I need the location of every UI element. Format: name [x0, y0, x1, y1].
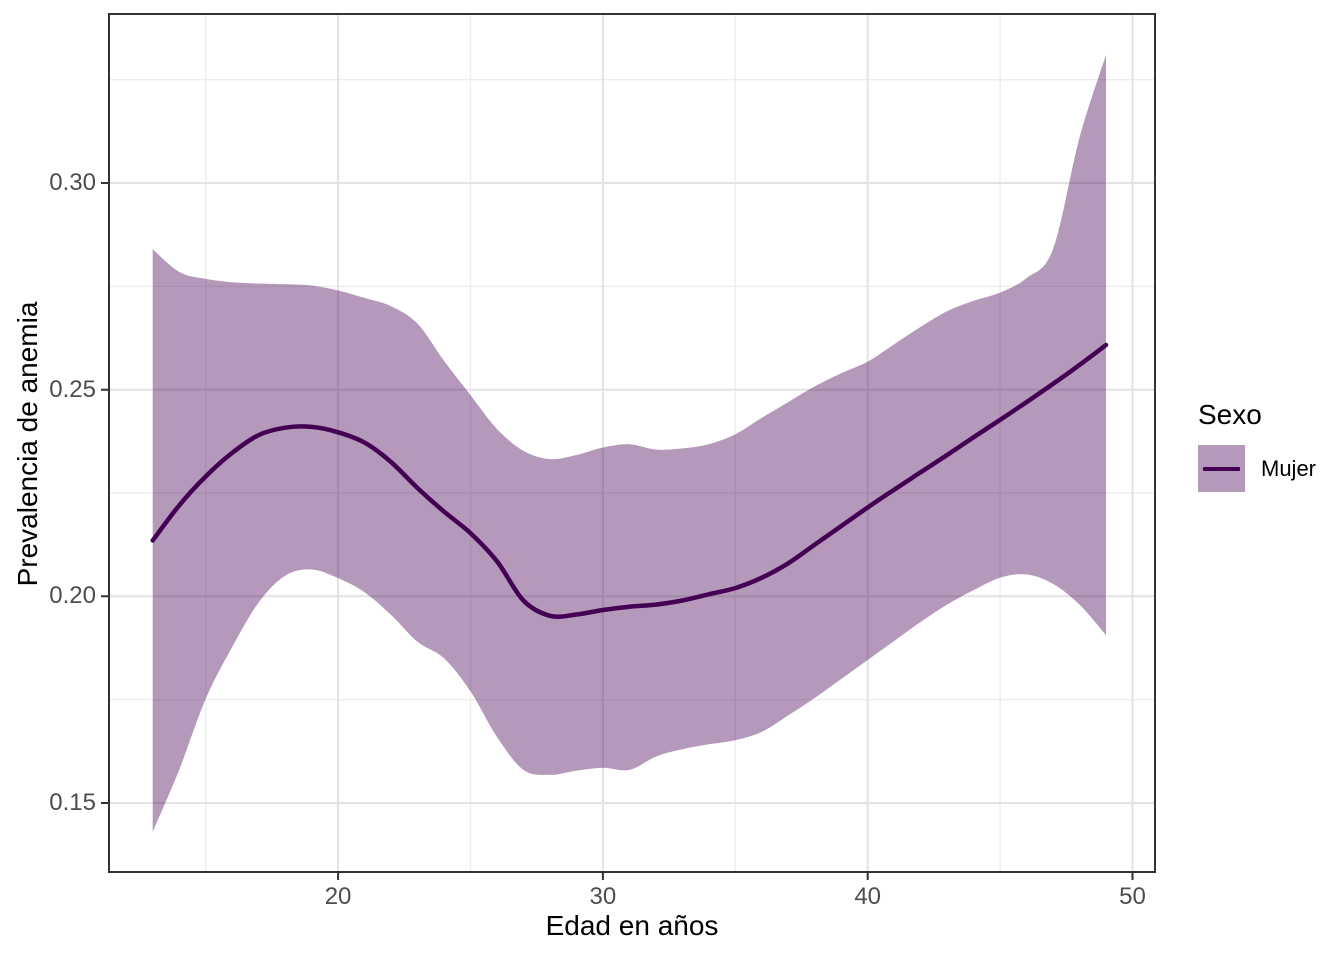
- legend-title: Sexo: [1198, 399, 1262, 430]
- x-tick-label: 30: [589, 883, 617, 910]
- y-axis-title: Prevalencia de anemia: [12, 301, 43, 587]
- x-tick-label: 20: [324, 883, 352, 910]
- minor-gridlines: [109, 14, 1155, 872]
- panel-background: [109, 14, 1155, 872]
- x-tick-label: 50: [1119, 883, 1146, 910]
- trend-line: [150, 342, 1109, 619]
- legend-entry-label: Mujer: [1261, 455, 1317, 481]
- x-tick-label: 40: [854, 883, 882, 910]
- axis-ticks: [101, 182, 1134, 880]
- legend-key-line-icon: [1203, 466, 1240, 471]
- x-axis-title: Edad en años: [545, 910, 719, 941]
- y-tick-label: 0.25: [49, 375, 96, 403]
- y-tick-label: 0.20: [49, 582, 96, 610]
- y-tick-label: 0.15: [49, 788, 96, 816]
- major-gridlines: [109, 14, 1155, 872]
- panel-border: [108, 13, 1156, 873]
- legend: Sexo Mujer: [1198, 399, 1344, 492]
- y-tick-label: 0.30: [49, 169, 96, 197]
- legend-key-swatch: [1198, 445, 1245, 492]
- legend-item-mujer: Mujer: [1198, 445, 1344, 492]
- confidence-ribbon: [152, 54, 1106, 832]
